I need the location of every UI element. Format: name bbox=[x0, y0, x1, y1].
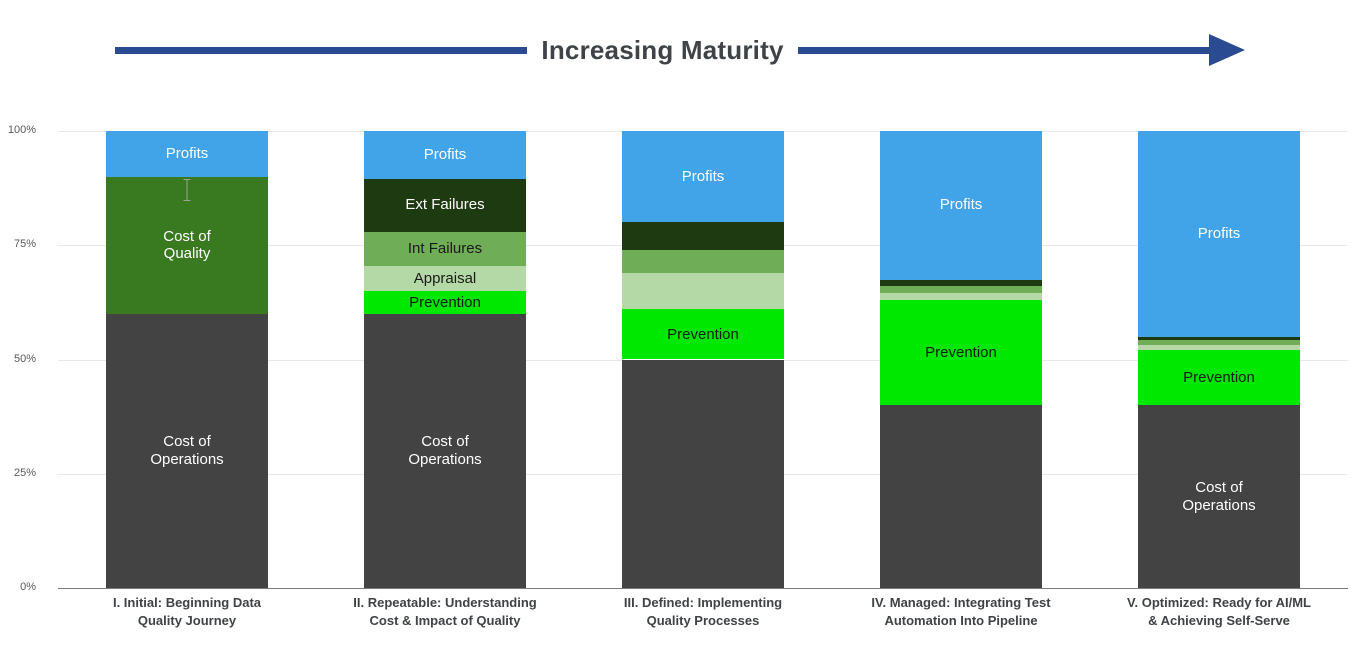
bar-segment-prevention[interactable]: Prevention bbox=[880, 300, 1042, 406]
stacked-bar[interactable]: Cost of Operations Prevention Profits bbox=[1138, 131, 1300, 588]
segment-label: Prevention bbox=[409, 293, 481, 311]
bar-segment-profits[interactable]: Profits bbox=[622, 131, 784, 223]
segment-label: Prevention bbox=[1183, 368, 1255, 386]
text-cursor-icon bbox=[183, 179, 191, 201]
bar-segment-prevention[interactable]: Prevention bbox=[364, 290, 526, 314]
bar-segment-appraisal[interactable] bbox=[1138, 344, 1300, 351]
bar-column-1: Cost of Operations Cost of Quality Profits bbox=[58, 131, 316, 588]
bar-column-4: Prevention Profits bbox=[832, 131, 1090, 588]
segment-label: Prevention bbox=[667, 325, 739, 343]
bar-segment-ext-failures[interactable]: Ext Failures bbox=[364, 178, 526, 232]
arrow-head-icon bbox=[1209, 34, 1246, 66]
x-axis-label-1: I. Initial: Beginning Data Quality Journ… bbox=[112, 595, 262, 629]
bar-segment-ext-failures[interactable] bbox=[622, 222, 784, 250]
bar-segment-ext-failures[interactable] bbox=[1138, 336, 1300, 341]
bar-segment-int-failures[interactable] bbox=[622, 249, 784, 273]
stacked-bar[interactable]: Prevention Profits bbox=[880, 131, 1042, 588]
segment-label: Cost of Operations bbox=[408, 433, 482, 468]
segment-label: Profits bbox=[1197, 224, 1241, 242]
stacked-bar[interactable]: Cost of Operations Prevention Appraisal Int… bbox=[364, 131, 526, 588]
x-axis-label-4: IV. Managed: Integrating Test Automation… bbox=[871, 595, 1051, 629]
bar-segment-cost-of-operations[interactable] bbox=[880, 405, 1042, 588]
bar-segment-cost-of-operations[interactable]: Cost of Operations bbox=[364, 313, 526, 588]
segment-label: Profits bbox=[939, 196, 983, 214]
arrow-shaft-right-icon bbox=[797, 46, 1211, 54]
bar-segment-prevention[interactable]: Prevention bbox=[622, 309, 784, 360]
bar-column-3: Prevention Profits bbox=[574, 131, 832, 588]
y-tick-label: 75% bbox=[13, 238, 36, 251]
bar-segment-appraisal[interactable]: Appraisal bbox=[364, 265, 526, 291]
bar-segment-cost-of-operations[interactable]: Cost of Operations bbox=[106, 313, 268, 588]
segment-label: Profits bbox=[423, 146, 467, 164]
bar-segment-profits[interactable]: Profits bbox=[364, 131, 526, 179]
bar-segment-cost-of-operations[interactable]: Cost of Operations bbox=[1138, 405, 1300, 588]
bar-segment-appraisal[interactable] bbox=[622, 272, 784, 310]
segment-label: Prevention bbox=[925, 343, 997, 361]
segment-label: Ext Failures bbox=[405, 196, 485, 214]
segment-label: Cost of Operations bbox=[150, 433, 224, 468]
x-axis-label-3: III. Defined: Implementing Quality Proce… bbox=[623, 595, 783, 629]
bar-segment-int-failures[interactable] bbox=[1138, 340, 1300, 345]
segment-label: Int Failures bbox=[407, 239, 483, 257]
arrow-right-group bbox=[797, 34, 1246, 66]
bar-segment-profits[interactable]: Profits bbox=[106, 131, 268, 177]
bar-segment-int-failures[interactable]: Int Failures bbox=[364, 231, 526, 266]
bar-column-5: Cost of Operations Prevention Profits bbox=[1090, 131, 1348, 588]
arrow-shaft-left-icon bbox=[115, 46, 528, 54]
bar-column-2: Cost of Operations Prevention Appraisal Int… bbox=[316, 131, 574, 588]
stacked-bar[interactable]: Cost of Operations Cost of Quality Profits bbox=[106, 131, 268, 588]
bar-segment-profits[interactable]: Profits bbox=[880, 131, 1042, 280]
x-axis-label-2: II. Repeatable: Understanding Cost & Imp… bbox=[353, 595, 537, 629]
y-tick-label: 100% bbox=[7, 124, 36, 136]
segment-label: Cost of Quality bbox=[163, 227, 211, 263]
segment-label: Profits bbox=[681, 167, 725, 185]
maturity-stacked-bar-chart: 100% 75% 50% 25% 0% Cost of Operations Cost o… bbox=[0, 100, 1360, 653]
bar-segment-cost-of-operations[interactable] bbox=[622, 359, 784, 588]
x-axis-label-5: V. Optimized: Ready for AI/ML & Achievin… bbox=[1127, 595, 1311, 629]
segment-label: Cost of Operations bbox=[1182, 478, 1256, 514]
segment-label: Appraisal bbox=[413, 269, 477, 287]
gridline-0 bbox=[58, 588, 1348, 589]
maturity-banner: Increasing Maturity bbox=[0, 0, 1360, 100]
bar-segment-ext-failures[interactable] bbox=[880, 279, 1042, 287]
segment-label: Profits bbox=[165, 145, 209, 162]
bar-segment-appraisal[interactable] bbox=[880, 293, 1042, 301]
bars-group: Cost of Operations Cost of Quality Profits… bbox=[58, 131, 1348, 588]
bar-segment-int-failures[interactable] bbox=[880, 286, 1042, 294]
y-tick-label: 25% bbox=[13, 466, 36, 479]
maturity-banner-inner: Increasing Maturity bbox=[115, 34, 1246, 66]
stacked-bar[interactable]: Prevention Profits bbox=[622, 131, 784, 588]
y-tick-label: 0% bbox=[20, 581, 36, 593]
page-title: Increasing Maturity bbox=[541, 34, 784, 65]
x-axis-labels: I. Initial: Beginning Data Quality Journ… bbox=[58, 594, 1348, 631]
y-tick-label: 50% bbox=[13, 352, 36, 365]
bar-segment-prevention[interactable]: Prevention bbox=[1138, 350, 1300, 406]
bar-segment-profits[interactable]: Profits bbox=[1138, 131, 1300, 337]
